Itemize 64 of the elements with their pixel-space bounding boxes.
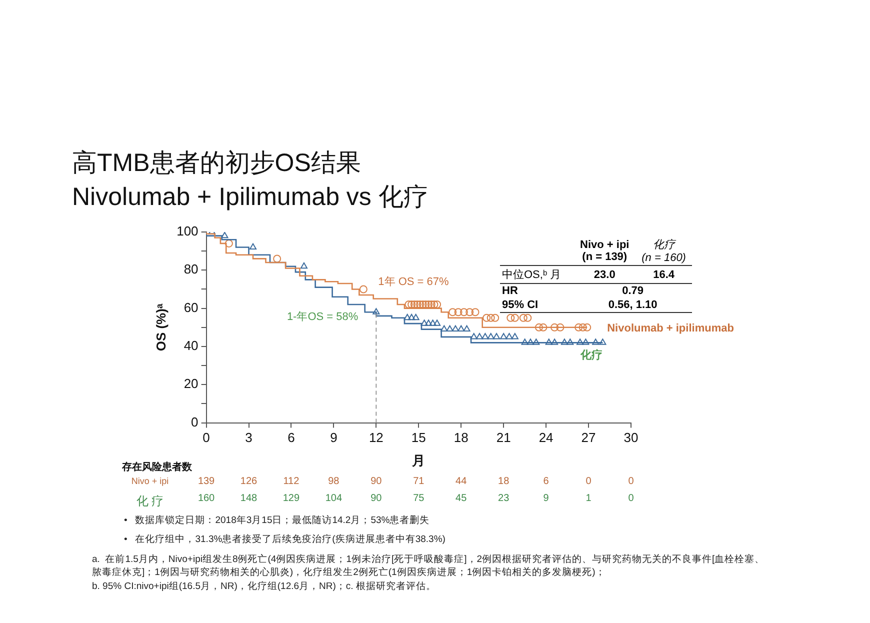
text: 90	[370, 493, 382, 504]
series-label: Nivolumab + ipilimumab	[607, 322, 734, 334]
text: 71	[413, 476, 424, 487]
y-axis-title: OS (%)ᵃ	[153, 304, 168, 352]
text: 139	[198, 476, 215, 487]
annotation: HR	[500, 284, 574, 298]
text: 23	[498, 493, 510, 504]
annotation: (n = 139)	[582, 250, 628, 262]
x-tick-label: 0	[202, 430, 210, 446]
text: 1	[586, 493, 592, 504]
text: 6	[543, 476, 549, 487]
x-tick-label: 30	[624, 430, 638, 446]
text: 9	[543, 493, 549, 504]
x-tick-label: 18	[454, 430, 468, 446]
annotation: 1-年OS = 58%	[286, 311, 358, 324]
y-tick-label: 60	[184, 300, 198, 315]
text: 16.4	[636, 266, 692, 284]
x-tick-label: 9	[330, 430, 338, 446]
text: 75	[413, 493, 424, 504]
text: 112	[283, 476, 300, 487]
x-tick-label: 6	[288, 430, 295, 446]
chart-subtitle: Nivolumab + Ipilimumab vs 化疗	[72, 182, 428, 213]
x-axis-title: 月	[411, 452, 426, 468]
text: 45	[456, 493, 467, 504]
x-tick-label: 12	[368, 430, 384, 446]
y-tick-label: 100	[176, 224, 198, 239]
text: Nivo + ipi	[131, 476, 169, 486]
annotation: 23.0	[574, 266, 636, 284]
x-tick-label: 21	[496, 430, 511, 446]
x-tick-label: 3	[245, 430, 252, 446]
y-tick-label: 20	[184, 376, 198, 392]
text: • 在化疗组中，31.3%患者接受了后续免疫治疗(疾病进展患者中有38.3%)	[124, 533, 446, 546]
text: 129	[282, 493, 300, 504]
text: 化 疗	[136, 493, 164, 510]
text: 存在风险患者数	[122, 460, 192, 474]
text: b. 95% CI:nivo+ipi组(16.5月，NR)，化疗组(12.6月，NR)；c. 根据研究者评估。	[92, 580, 437, 593]
annotation: Nivo + ipi	[580, 238, 630, 250]
x-tick-label: 24	[538, 430, 554, 446]
annotation: 95% CI	[500, 298, 574, 312]
annotation: 中位OS,ᵇ 月	[500, 266, 574, 284]
text: 0	[628, 493, 634, 504]
text: 126	[240, 476, 258, 487]
text: 0	[628, 476, 634, 487]
y-tick-label: 40	[184, 338, 198, 354]
y-tick-label: 0	[191, 414, 198, 430]
text: 18	[498, 476, 510, 487]
text: 化疗	[652, 239, 675, 251]
text: 0	[586, 476, 592, 487]
text: 44	[456, 476, 467, 487]
annotation: 0.79	[574, 284, 692, 298]
y-tick-label: 80	[184, 262, 198, 277]
text: 104	[325, 493, 342, 504]
x-tick-label: 27	[581, 430, 596, 446]
text: 98	[328, 476, 340, 487]
chart-title: 高TMB患者的初步OS结果	[72, 148, 361, 179]
text: (n = 160)	[642, 252, 686, 264]
text: 160	[198, 493, 215, 504]
annotation: 1年 OS = 67%	[378, 276, 450, 288]
text: • 数据库锁定日期：2018年3月15日；最低随访14.2月；53%患者删失	[124, 514, 431, 527]
annotation: 0.56, 1.10	[574, 298, 692, 312]
x-tick-label: 15	[411, 430, 426, 446]
text: 90	[370, 476, 382, 487]
series-label: 化疗	[580, 348, 603, 362]
text: 148	[240, 493, 258, 504]
